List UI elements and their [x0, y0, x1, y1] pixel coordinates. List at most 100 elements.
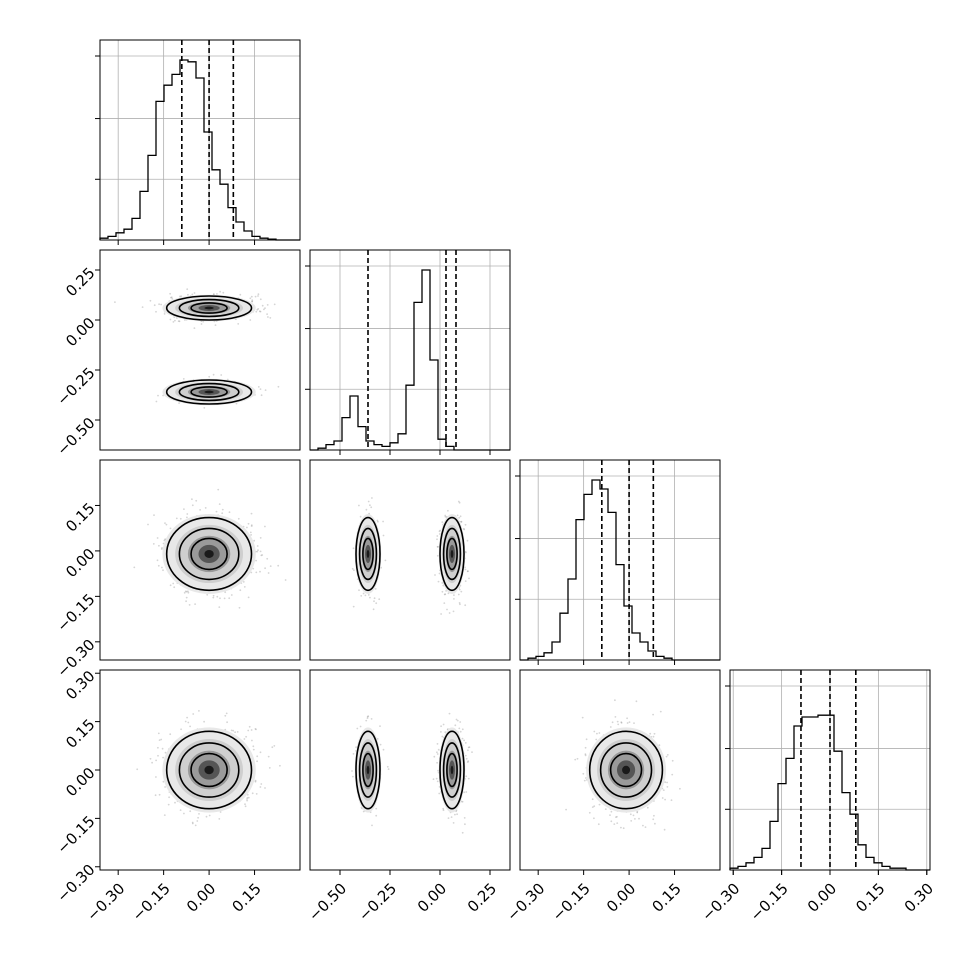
scatter-point — [221, 508, 224, 511]
scatter-point — [458, 588, 461, 591]
contour-line — [178, 298, 240, 318]
scatter-point — [443, 593, 446, 596]
scatter-point — [460, 521, 463, 523]
scatter-point — [208, 814, 211, 817]
scatter-point — [267, 572, 270, 574]
scatter-point — [467, 777, 470, 780]
scatter-point — [228, 597, 231, 600]
scatter-point — [360, 595, 363, 597]
histogram-bar — [99, 59, 300, 241]
scatter-point — [213, 293, 215, 296]
scatter-point — [215, 510, 218, 513]
scatter-point — [254, 780, 257, 783]
scatter-point — [158, 793, 161, 796]
scatter-point — [464, 568, 467, 571]
scatter-point — [457, 593, 460, 596]
scatter-point — [234, 731, 237, 734]
scatter-point — [200, 323, 203, 325]
scatter-point — [259, 298, 262, 301]
density-block — [204, 390, 214, 394]
scatter-point — [249, 531, 252, 534]
scatter-point — [259, 550, 262, 553]
scatter-point — [591, 798, 594, 801]
scatter-point — [217, 488, 220, 491]
scatter-point — [461, 737, 464, 740]
scatter-point — [268, 767, 271, 769]
scatter-point — [206, 593, 209, 596]
scatter-point — [464, 580, 467, 582]
scatter-point — [177, 320, 180, 322]
scatter-point — [187, 721, 190, 724]
scatter-point — [251, 300, 254, 303]
scatter-point — [250, 571, 253, 574]
scatter-point — [114, 301, 116, 303]
scatter-point — [157, 564, 160, 567]
density-block — [450, 765, 454, 775]
contour-line — [165, 516, 253, 592]
scatter-point — [197, 816, 200, 819]
scatter-point — [597, 823, 600, 826]
scatter-point — [464, 742, 467, 744]
scatter-point — [371, 824, 373, 827]
scatter-point — [471, 751, 473, 753]
scatter-point — [133, 566, 136, 569]
density-block — [366, 765, 370, 775]
scatter-point — [187, 590, 189, 593]
scatter-point — [254, 295, 257, 298]
scatter-point — [442, 807, 445, 810]
scatter-point — [277, 564, 280, 567]
scatter-point — [436, 545, 439, 548]
scatter-point — [256, 308, 259, 311]
scatter-point — [221, 512, 224, 515]
contour-line — [190, 386, 228, 398]
contour-line — [190, 537, 228, 571]
scatter-point — [664, 798, 666, 801]
scatter-point — [254, 728, 257, 730]
scatter-point — [359, 515, 362, 518]
scatter-point — [440, 613, 442, 615]
scatter-point — [459, 730, 462, 733]
scatter-point — [220, 374, 223, 376]
scatter-point — [198, 710, 200, 712]
scatter-point — [224, 591, 227, 594]
scatter-point — [620, 722, 623, 724]
scatter-point — [386, 765, 389, 768]
contour-line — [190, 302, 228, 314]
scatter-point — [260, 394, 263, 397]
scatter-point — [244, 803, 246, 806]
scatter-point — [250, 295, 253, 298]
scatter-point — [441, 590, 444, 593]
scatter-point — [173, 586, 176, 589]
scatter-point — [147, 523, 149, 526]
scatter-point — [374, 588, 377, 590]
scatter-point — [185, 590, 188, 593]
scatter-point — [174, 801, 176, 804]
scatter-point — [460, 590, 463, 593]
panel-frame — [309, 669, 511, 871]
scatter-point — [440, 725, 442, 728]
scatter-point — [253, 539, 256, 542]
scatter-point — [239, 293, 242, 296]
scatter-point — [212, 373, 215, 376]
scatter-point — [186, 288, 189, 291]
scatter-point — [219, 290, 222, 293]
scatter-point — [263, 308, 265, 311]
scatter-point — [458, 602, 461, 604]
scatter-point — [379, 725, 381, 727]
scatter-point — [665, 755, 668, 758]
scatter-point — [208, 375, 211, 378]
scatter-point — [379, 743, 382, 746]
scatter-point — [154, 794, 157, 797]
scatter-point — [222, 291, 225, 294]
histogram-bar — [310, 269, 510, 451]
scatter-point — [196, 820, 199, 822]
density-block — [450, 549, 454, 558]
scatter-point — [467, 570, 469, 572]
scatter-point — [247, 596, 250, 599]
scatter-point — [170, 296, 172, 299]
scatter-point — [362, 592, 365, 595]
scatter-point — [365, 508, 368, 511]
contour-line — [178, 382, 240, 402]
scatter-point — [258, 310, 261, 313]
scatter-point — [269, 317, 272, 319]
